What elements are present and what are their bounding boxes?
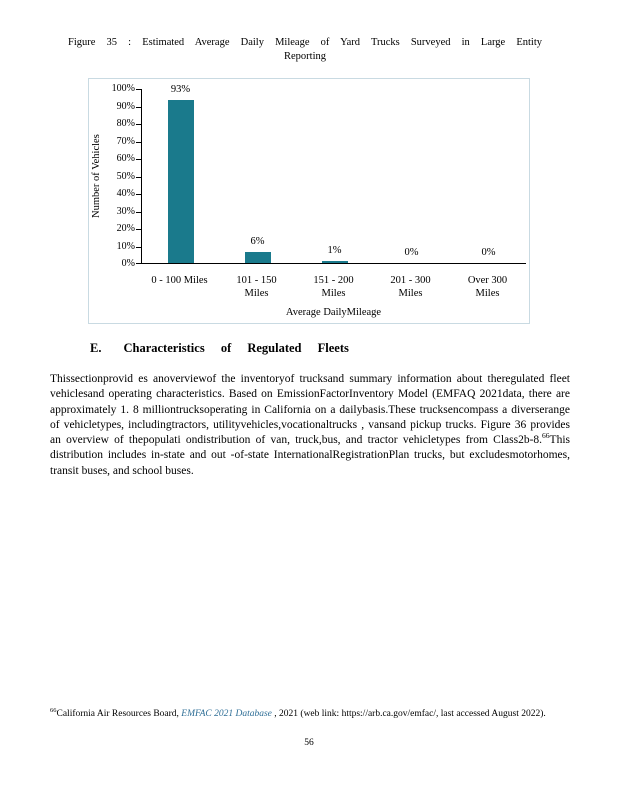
figure-caption: Figure 35 : Estimated Average Daily Mile… [68, 36, 542, 64]
bar-chart: Number of Vehicles 0% 10% 20% 30% 40% 50% 60% 7… [88, 78, 530, 324]
figure-caption-line1: Figure 35 : Estimated Average Daily Mile… [68, 37, 542, 48]
y-tick-mark [136, 246, 142, 248]
page-number: 56 [304, 738, 314, 748]
y-tick-mark [136, 106, 142, 108]
y-tick-mark [136, 263, 142, 264]
figure-caption-line2: Reporting [284, 51, 326, 62]
y-tick-label: 40% [116, 188, 135, 199]
body-part2: This distribution includes in-state and … [50, 434, 570, 477]
y-tick-label: 80% [116, 118, 135, 129]
bar-value-label: 0% [481, 247, 496, 258]
bar-value-label: 6% [250, 236, 265, 247]
y-axis-ticks: 0% 10% 20% 30% 40% 50% 60% 70% 80% 90% 100% [89, 83, 135, 269]
y-tick-label: 50% [116, 170, 135, 182]
x-category-label: 201 - 300 Miles [390, 275, 431, 299]
y-tick-mark [136, 211, 142, 213]
x-category-label: 151 - 200 Miles [313, 275, 354, 299]
footnote-marker: 66 [50, 706, 57, 714]
y-tick-label: 90% [116, 100, 135, 112]
x-axis-labels: 0 - 100 Miles 101 - 150 Miles 151 - 200 Mi… [141, 274, 526, 306]
y-tick-mark [136, 89, 142, 90]
y-tick-label: 60% [116, 153, 135, 164]
bar-2 [321, 261, 348, 263]
y-tick-label: 30% [116, 205, 135, 217]
body-paragraph: Thissectionprovid es anoverviewof the in… [50, 372, 570, 479]
bar-0 [167, 100, 194, 263]
y-tick-mark [136, 124, 142, 125]
y-tick-label: 20% [116, 223, 135, 234]
footnote-link[interactable]: EMFAC 2021 Database [181, 709, 272, 719]
y-tick-label: 70% [116, 135, 135, 147]
section-letter: E. [90, 341, 102, 355]
x-category-label: 0 - 100 Miles [151, 275, 208, 286]
footnote-text1: California Air Resources Board, [56, 709, 182, 719]
y-tick-mark [136, 229, 142, 230]
footnote: 66California Air Resources Board, EMFAC … [50, 706, 571, 721]
body-footnote-ref: 66 [542, 431, 550, 441]
bar-1 [244, 252, 271, 263]
bar-value-label: 93% [170, 84, 191, 95]
y-tick-mark [136, 176, 142, 178]
x-category-label: 101 - 150 Miles [236, 275, 277, 299]
y-tick-mark [136, 194, 142, 195]
section-heading-text: Characteristics of Regulated Fleets [123, 341, 349, 355]
y-tick-label: 0% [121, 258, 135, 269]
y-tick-mark [136, 159, 142, 160]
section-heading: E. Characteristics of Regulated Fleets [50, 341, 570, 356]
bar-value-label: 0% [404, 247, 419, 258]
body-part1: Thissectionprovid es anoverviewof the in… [50, 373, 570, 447]
y-tick-mark [136, 141, 142, 143]
footnote-text2: , 2021 (web link: https://arb.ca.gov/emf… [271, 709, 546, 719]
y-tick-label: 10% [116, 240, 135, 252]
x-category-label: Over 300 Miles [467, 275, 508, 299]
bar-value-label: 1% [327, 245, 342, 256]
x-axis-title: Average DailyMileage [285, 307, 382, 318]
y-tick-label: 100% [111, 83, 135, 94]
plot-area: 93% 6% 1% 0% 0% [136, 84, 526, 264]
